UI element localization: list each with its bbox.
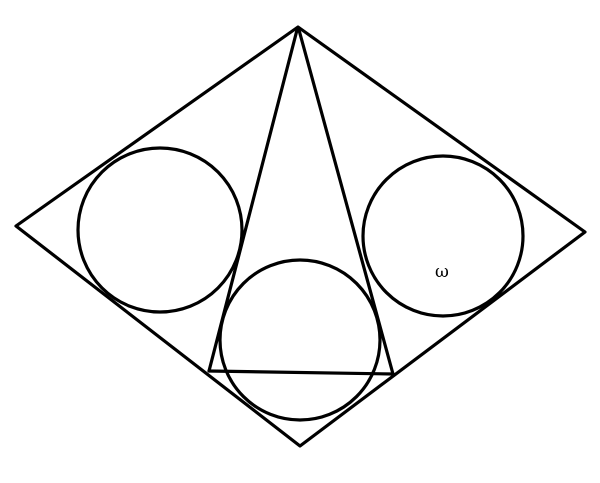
left-circle bbox=[76, 146, 244, 314]
outer-rhombus bbox=[14, 25, 587, 448]
triangle-base bbox=[207, 369, 395, 376]
circle-mark-label: ω bbox=[435, 262, 449, 282]
right-circle bbox=[361, 154, 525, 318]
bottom-circle bbox=[218, 258, 382, 422]
